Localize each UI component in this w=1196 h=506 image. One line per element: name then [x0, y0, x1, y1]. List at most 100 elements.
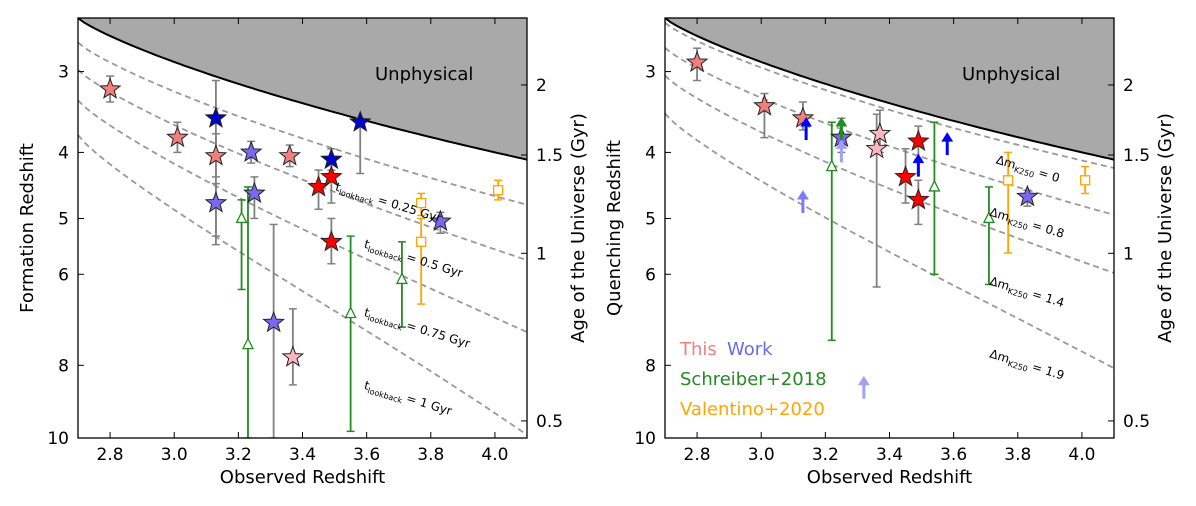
- model-curve: [78, 134, 527, 436]
- star-point: [753, 94, 776, 116]
- x-tick-label: 3.6: [940, 445, 967, 465]
- star-point: [281, 345, 305, 367]
- y-tick-label: 10: [634, 429, 656, 449]
- unphysical-region: [665, 18, 1114, 160]
- unphysical-label: Unphysical: [375, 64, 473, 85]
- y-tick-label: 4: [645, 143, 656, 163]
- quenching-redshift-panel: ΔmK250 = 0 ΔmK250 = 0.8 ΔmK250 = 1.4 ΔmK250…: [604, 17, 1176, 488]
- schreiber-point: [928, 179, 941, 192]
- star-point: [204, 144, 228, 166]
- arrow-head: [912, 153, 925, 164]
- star-point: [907, 129, 930, 152]
- curve-label: ΔmK250 = 0: [994, 153, 1062, 188]
- legend-schreiber: Schreiber+2018: [680, 369, 827, 390]
- x-tick-label: 3.2: [812, 445, 839, 465]
- star-point: [239, 140, 263, 163]
- y-tick-label: 3: [58, 63, 69, 83]
- y-axis-label: Formation Redshift: [17, 143, 38, 313]
- y-tick-label: 5: [58, 209, 69, 229]
- legend: This Work Schreiber+2018 Valentino+2020: [679, 339, 827, 420]
- y2-tick-label: 1: [536, 244, 547, 264]
- y-tick-label: 10: [47, 429, 69, 449]
- star-point: [320, 164, 343, 187]
- y-tick-label: 8: [645, 356, 656, 376]
- model-curve: [78, 41, 527, 206]
- star-point: [243, 181, 266, 204]
- legend-valentino: Valentino+2020: [680, 399, 825, 420]
- arrow-head: [835, 117, 848, 127]
- y2-axis-label: Age of the Universe (Gyr): [568, 113, 589, 343]
- schreiber-point: [825, 159, 838, 172]
- curve-label: ΔmK250 = 1.9: [987, 347, 1066, 385]
- schreiber-point: [241, 337, 255, 350]
- y-tick-label: 6: [58, 265, 69, 285]
- model-curve: [665, 74, 1114, 274]
- y-tick-label: 5: [645, 209, 656, 229]
- unphysical-label: Unphysical: [962, 64, 1060, 85]
- arrow-head: [941, 132, 954, 142]
- star-point: [894, 164, 917, 187]
- physical-boundary-line: [78, 18, 527, 161]
- valentino-point: [416, 236, 427, 247]
- star-point: [907, 187, 930, 210]
- schreiber-point: [344, 306, 357, 319]
- x-tick-label: 4.0: [1068, 445, 1095, 465]
- curve-label: tlookback = 0.25 Gyr: [333, 180, 443, 227]
- x-tick-label: 3.4: [876, 445, 903, 465]
- y2-tick-label: 1: [1123, 244, 1134, 264]
- arrow-head: [800, 117, 813, 127]
- star-point: [685, 50, 709, 73]
- x-tick-label: 3.2: [225, 445, 252, 465]
- model-curve: [78, 99, 527, 333]
- star-point: [429, 209, 452, 232]
- star-point: [865, 136, 889, 159]
- y2-tick-label: 1.5: [1123, 146, 1150, 166]
- y2-axis-label: Age of the Universe (Gyr): [1155, 113, 1176, 343]
- curve-label: tlookback = 0.5 Gyr: [362, 237, 465, 282]
- plot-area: [78, 18, 527, 438]
- plot-area: [665, 18, 1114, 399]
- x-tick-label: 3.0: [161, 445, 188, 465]
- valentino-point: [1079, 175, 1091, 186]
- model-curve: [665, 47, 1114, 216]
- y-tick-label: 3: [645, 63, 656, 83]
- star-point: [348, 110, 372, 132]
- x-tick-label: 3.8: [417, 445, 444, 465]
- star-point: [320, 229, 343, 252]
- y2-tick-label: 2: [1123, 76, 1134, 96]
- x-tick-label: 3.0: [748, 445, 775, 465]
- schreiber-point: [235, 210, 248, 224]
- y-tick-label: 4: [58, 143, 69, 163]
- curve-label: tlookback = 0.75 Gyr: [362, 305, 472, 352]
- star-point: [166, 125, 189, 148]
- x-tick-label: 3.4: [289, 445, 316, 465]
- legend-work: Work: [727, 339, 773, 360]
- y-axis-label: Quenching Redshift: [604, 140, 625, 316]
- model-curve: [78, 69, 527, 262]
- star-point: [868, 121, 892, 144]
- y2-tick-label: 1.5: [536, 146, 563, 166]
- schreiber-point: [395, 271, 408, 285]
- unphysical-region: [78, 18, 527, 160]
- x-tick-label: 3.8: [1004, 445, 1031, 465]
- valentino-point: [1003, 175, 1014, 186]
- arrow-head: [857, 375, 870, 386]
- y2-tick-label: 0.5: [536, 412, 563, 432]
- star-point: [278, 144, 302, 166]
- star-point: [204, 191, 228, 213]
- formation-redshift-panel: tlookback = 0.25 Gyr tlookback = 0.5 Gyr t…: [17, 17, 589, 488]
- star-point: [1016, 184, 1039, 207]
- star-point: [262, 310, 285, 333]
- curve-label: ΔmK250 = 0.8: [987, 205, 1066, 243]
- y-tick-label: 8: [58, 356, 69, 376]
- x-tick-label: 3.6: [353, 445, 380, 465]
- model-curve: [665, 21, 1114, 169]
- valentino-point: [492, 185, 504, 196]
- legend-this: This: [679, 339, 717, 360]
- model-curve: [665, 112, 1114, 369]
- schreiber-point: [982, 210, 995, 224]
- y2-tick-label: 2: [536, 76, 547, 96]
- valentino-point: [416, 197, 427, 209]
- x-tick-label: 4.0: [481, 445, 508, 465]
